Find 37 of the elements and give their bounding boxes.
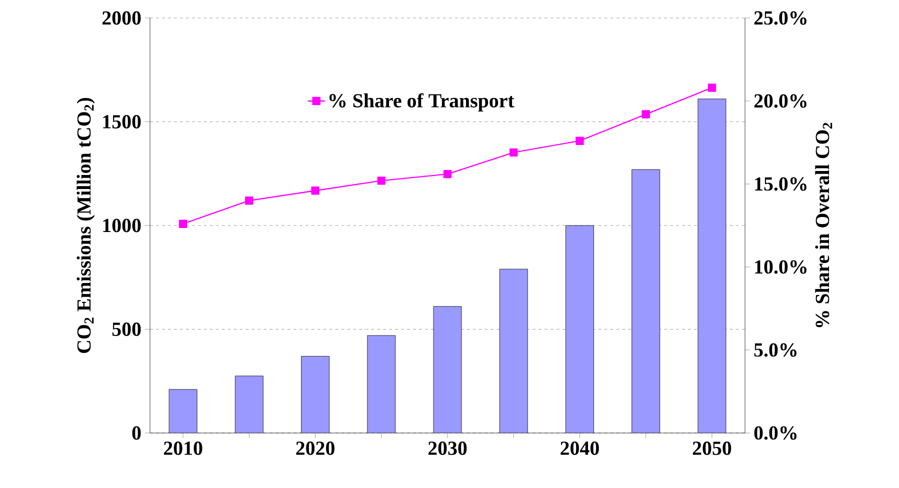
- x-tick-label: 2040: [560, 442, 599, 455]
- bar: [367, 335, 396, 433]
- legend-label: % Share of Transport: [330, 93, 514, 112]
- point: [576, 136, 584, 145]
- y2-tick-label: 10.0%: [755, 260, 806, 274]
- point: [245, 196, 254, 205]
- y2-tick-label: 20.0%: [754, 94, 806, 108]
- bar: [235, 376, 264, 433]
- bar: [169, 389, 198, 433]
- y2-tick-label: 0.0%: [754, 426, 796, 440]
- y2-axis-title: % Share in Overall CO$_{2}$: [815, 122, 832, 328]
- point: [708, 84, 716, 92]
- y-tick-label: 2000: [102, 11, 141, 25]
- point: [510, 148, 518, 157]
- y-axis-title: CO$_{2}$ Emissions (Million tCO$_{2}$): [76, 98, 95, 353]
- bar: [301, 356, 330, 433]
- x-tick-label: 2030: [428, 442, 467, 455]
- x-tick-label: 2010: [164, 442, 202, 455]
- point: [443, 170, 452, 178]
- point: [311, 186, 320, 195]
- x-tick-label: 2050: [692, 442, 732, 455]
- point: [642, 110, 650, 118]
- y-tick-label: 1500: [103, 115, 141, 128]
- bar: [500, 269, 528, 433]
- bar: [566, 225, 594, 433]
- y-tick-label: 500: [112, 322, 141, 336]
- y-tick-label: 0: [132, 426, 141, 440]
- bar: [632, 169, 660, 433]
- point: [178, 220, 188, 228]
- y2-tick-label: 15.0%: [755, 177, 806, 191]
- bar: [698, 98, 726, 433]
- y-tick-label: 1000: [103, 218, 141, 232]
- y2-tick-label: 5.0%: [754, 343, 796, 357]
- bar: [434, 306, 462, 433]
- point: [377, 176, 386, 185]
- y2-tick-label: 25.0%: [754, 11, 806, 25]
- x-tick-label: 2020: [296, 442, 334, 455]
